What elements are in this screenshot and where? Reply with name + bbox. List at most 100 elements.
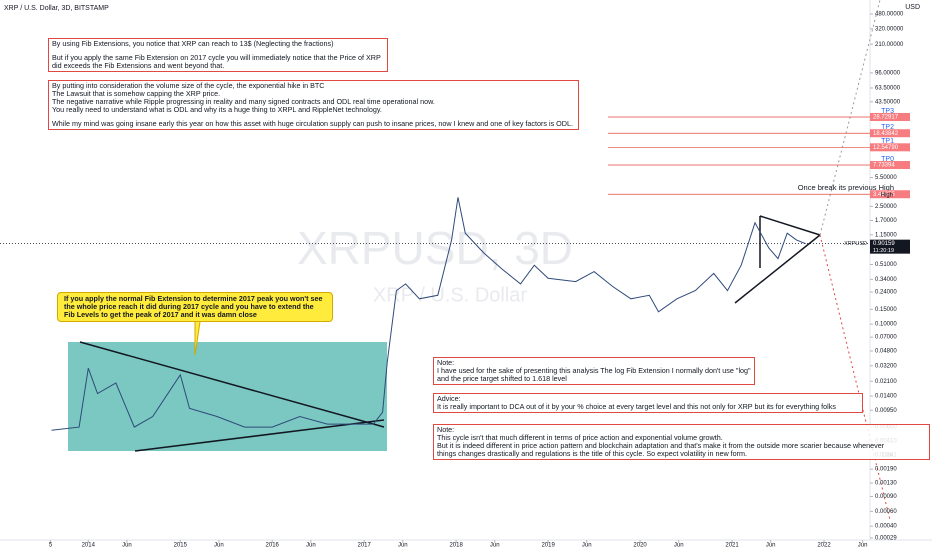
y-tick-label: 63.50000 bbox=[875, 86, 901, 92]
drawings bbox=[79, 215, 821, 452]
x-tick-label: Jun bbox=[766, 543, 776, 549]
level-name: TP2 bbox=[881, 124, 894, 131]
level-price-box bbox=[870, 161, 910, 170]
x-tick-label: Jun bbox=[306, 543, 316, 549]
x-tick-label: 2021 bbox=[725, 543, 739, 549]
x-tick-label: 2019 bbox=[541, 543, 555, 549]
note-line: By putting into consideration the volume… bbox=[52, 81, 325, 90]
paragraph: Note: I have used for the sake of present… bbox=[437, 359, 751, 383]
currency: USD bbox=[905, 4, 920, 11]
annotation: If you apply the normal Fib Extension to… bbox=[57, 292, 333, 322]
y-tick-label: 0.15000 bbox=[875, 307, 897, 313]
projection bbox=[819, 0, 881, 236]
paragraph: While my mind was going insane early thi… bbox=[52, 120, 575, 128]
chart-title: XRP / U.S. Dollar, 3D, BITSTAMP bbox=[4, 5, 109, 12]
x-tick-label: Jun bbox=[674, 543, 684, 549]
x-tick-label: Jun bbox=[858, 543, 868, 549]
note-line: I have used for the sake of presenting t… bbox=[437, 366, 751, 375]
trend-line bbox=[134, 419, 385, 452]
trend-line bbox=[734, 234, 821, 304]
y-tick-label: 0.03200 bbox=[875, 363, 897, 369]
y-tick-label: 0.00090 bbox=[875, 494, 897, 500]
trend-line bbox=[759, 215, 821, 236]
high-label: High bbox=[881, 193, 893, 199]
level-price-box bbox=[870, 112, 910, 121]
x-tick-label: 2020 bbox=[633, 543, 647, 549]
y-tick-label: 1.15000 bbox=[875, 232, 897, 238]
y-tick-label: 320.00000 bbox=[875, 26, 904, 32]
paragraph: But if you apply the same Fib Extension … bbox=[52, 54, 384, 70]
x-tick-label: 5 bbox=[49, 543, 53, 549]
level-name: Once break its previous High bbox=[798, 183, 894, 192]
note-line: It is really important to DCA out of it … bbox=[437, 402, 836, 411]
projection bbox=[819, 234, 891, 521]
y-tick-label: 0.02100 bbox=[875, 379, 897, 385]
y-tick-label: 0.24000 bbox=[875, 290, 897, 296]
y-tick-label: 43.50000 bbox=[875, 99, 901, 105]
y-tick-label: 0.34000 bbox=[875, 277, 897, 283]
paragraph: By using Fib Extensions, you notice that… bbox=[52, 40, 384, 48]
x-tick-label: 2022 bbox=[817, 543, 831, 549]
y-tick-label: 0.00060 bbox=[875, 509, 897, 515]
callout-pointer bbox=[194, 321, 201, 356]
x-tick-label: 2018 bbox=[449, 543, 463, 549]
x-tick-label: 2014 bbox=[82, 543, 96, 549]
note-line: The negative narrative while Ripple prog… bbox=[52, 97, 435, 106]
countdown: 11:20:19 bbox=[873, 248, 894, 254]
note-line: The Lawsuit that is somehow capping the … bbox=[52, 89, 221, 98]
paragraph: Advice: It is really important to DCA out… bbox=[437, 395, 859, 411]
note-line: Advice: bbox=[437, 394, 461, 403]
y-tick-label: 480.00000 bbox=[875, 12, 904, 18]
y-tick-label: 2.50000 bbox=[875, 204, 897, 210]
x-tick-label: Jun bbox=[490, 543, 500, 549]
level-price: 28.72917 bbox=[873, 115, 899, 121]
note-line: While my mind was going insane early thi… bbox=[52, 119, 573, 128]
y-tick-label: 0.01400 bbox=[875, 394, 897, 400]
y-tick-label: 0.04800 bbox=[875, 349, 897, 355]
y-tick-label: 0.00029 bbox=[875, 536, 897, 542]
note-line: By using Fib Extensions, you notice that… bbox=[52, 39, 334, 48]
trend-line bbox=[79, 341, 385, 428]
x-tick-label: 2017 bbox=[358, 543, 372, 549]
level-price: 7.73394 bbox=[873, 163, 895, 169]
annotation: Note: This cycle isn't that much differen… bbox=[433, 424, 930, 460]
annotation: Note: I have used for the sake of present… bbox=[433, 357, 755, 385]
y-tick-label: 5.50000 bbox=[875, 175, 897, 181]
paragraph: If you apply the normal Fib Extension to… bbox=[64, 295, 326, 319]
level-name: TP3 bbox=[881, 108, 894, 115]
level-price-box bbox=[870, 143, 910, 152]
paragraph: Note: This cycle isn't that much differen… bbox=[437, 426, 926, 458]
y-tick-label: 96.00000 bbox=[875, 70, 901, 76]
level-price: 18.43842 bbox=[873, 131, 899, 137]
x-tick-label: Jun bbox=[398, 543, 408, 549]
note-line: This cycle isn't that much different in … bbox=[437, 433, 723, 442]
paragraph: By putting into consideration the volume… bbox=[52, 82, 575, 114]
note-line: Note: bbox=[437, 425, 455, 434]
price-line bbox=[51, 197, 806, 431]
x-tick-label: Jun bbox=[582, 543, 592, 549]
last-price-box bbox=[870, 239, 910, 254]
level-price: 12.54790 bbox=[873, 145, 899, 151]
x-tick-label: Jun bbox=[214, 543, 224, 549]
range-box bbox=[68, 342, 387, 451]
note-line: But if you apply the same Fib Extension … bbox=[52, 53, 381, 62]
y-tick-label: 1.70000 bbox=[875, 218, 897, 224]
note-line: If you apply the normal Fib Extension to… bbox=[64, 294, 323, 319]
x-tick-label: 2016 bbox=[266, 543, 280, 549]
y-tick-label: 0.00130 bbox=[875, 481, 897, 487]
symbol-label: XRPUSD bbox=[844, 241, 867, 247]
x-tick-label: 2015 bbox=[174, 543, 188, 549]
note-line: did exceeds the Fib Extensions and went … bbox=[52, 61, 225, 70]
note-line: But it is indeed different in price acti… bbox=[437, 441, 885, 450]
annotation: By using Fib Extensions, you notice that… bbox=[48, 38, 388, 72]
watermark: XRPUSD, 3D bbox=[297, 222, 573, 274]
note-line: and the price target shifted to 1.618 le… bbox=[437, 374, 567, 383]
level-name: TP0 bbox=[881, 156, 894, 163]
level-price: 3.48075 bbox=[873, 192, 895, 198]
note-line: Note: bbox=[437, 358, 455, 367]
y-tick-label: 210.00000 bbox=[875, 42, 904, 48]
level-price-box bbox=[870, 190, 910, 199]
level-name: TP1 bbox=[881, 138, 894, 145]
